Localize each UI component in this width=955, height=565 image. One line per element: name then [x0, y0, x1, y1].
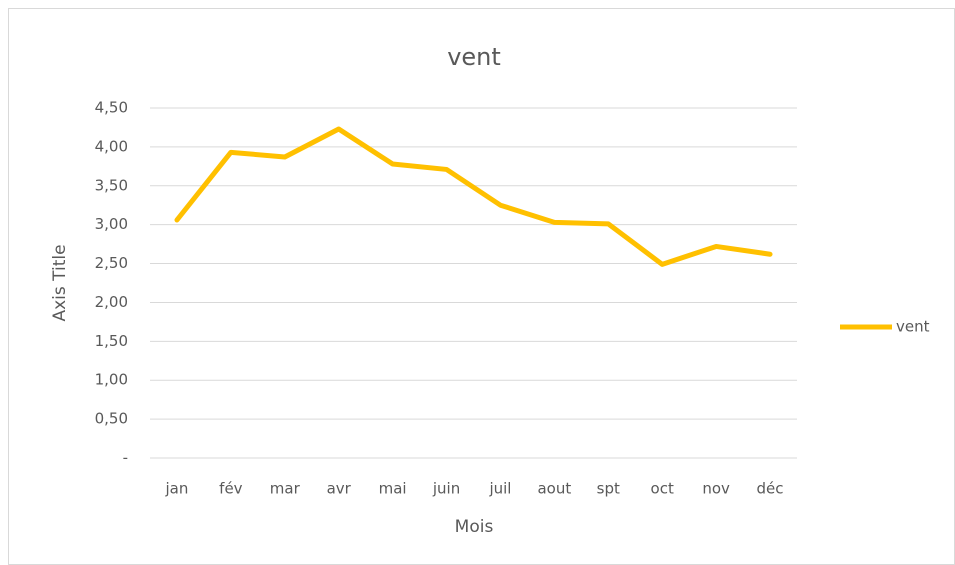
y-tick-label: 1,00: [95, 371, 128, 389]
y-tick-label: 4,50: [95, 99, 128, 117]
x-tick-label: fév: [219, 480, 243, 498]
line-series: [174, 126, 773, 267]
chart-title: vent: [447, 43, 501, 71]
x-tick-label: spt: [597, 480, 620, 498]
x-tick-label: aout: [537, 480, 571, 498]
x-axis-title: Mois: [455, 517, 494, 537]
x-tick-label: déc: [757, 480, 784, 498]
y-tick-label: 4,00: [95, 137, 128, 155]
x-tick-label: jan: [165, 480, 189, 498]
chart-frame: [8, 8, 955, 565]
y-tick-label: 2,00: [95, 293, 128, 311]
x-tick-label: mai: [379, 480, 407, 498]
y-tick-label: 1,50: [95, 332, 128, 350]
y-tick-label: 0,50: [95, 410, 128, 428]
x-tick-label: avr: [327, 480, 352, 498]
x-tick-label: nov: [702, 480, 730, 498]
y-tick-label: 2,50: [95, 254, 128, 272]
x-tick-label: oct: [651, 480, 674, 498]
x-tick-label: juil: [488, 480, 511, 498]
legend-label: vent: [896, 318, 930, 336]
y-tick-label: 3,00: [95, 215, 128, 233]
y-tick-label: 3,50: [95, 176, 128, 194]
x-tick-label: mar: [270, 480, 301, 498]
y-tick-label: -: [123, 449, 128, 467]
x-tick-label: juin: [432, 480, 460, 498]
y-axis-title: Axis Title: [50, 244, 70, 321]
